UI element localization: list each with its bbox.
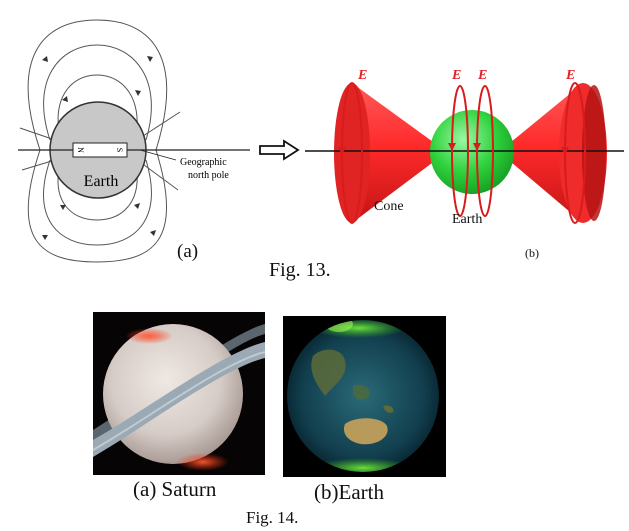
- earth-sphere: [430, 110, 514, 194]
- field-label-left: E: [357, 68, 367, 83]
- geographic-pole-label-2: north pole: [188, 170, 229, 181]
- loop-arrow-earth-2: [473, 143, 481, 151]
- field-arrow-4: [135, 90, 141, 96]
- field-label-mid-2: E: [477, 68, 487, 83]
- field-arrow-8: [134, 203, 140, 209]
- bar-magnet: [72, 142, 128, 158]
- hollow-right-arrow-icon: [259, 139, 300, 161]
- field-ray-right-1: [139, 111, 181, 139]
- geographic-pole-label-1: Geographic: [180, 157, 227, 168]
- field-line-bottom-mid: [43, 159, 152, 246]
- loop-arrow-earth-1: [448, 143, 456, 151]
- field-line-top-inner: [57, 74, 138, 136]
- earth-label-b: Earth: [452, 212, 482, 227]
- earth-label: Earth: [84, 173, 119, 190]
- right-cone-base-shade: [582, 85, 606, 221]
- field-ray-left-1: [19, 127, 56, 141]
- field-arrow-2: [147, 56, 153, 62]
- fig13b-sublabel: (b): [525, 246, 539, 260]
- field-line-top-mid: [43, 44, 152, 141]
- saturn-image: [93, 312, 265, 475]
- left-cone: [352, 83, 440, 223]
- field-ray-right-2: [139, 161, 179, 191]
- field-arrow-1: [42, 56, 48, 62]
- field-arrow-7: [60, 205, 66, 210]
- fig13-caption: Fig. 13.: [269, 259, 331, 281]
- field-line-bottom-inner: [57, 164, 138, 221]
- magnet-south-label: S: [115, 148, 124, 152]
- earth-globe-image: [283, 316, 446, 477]
- pole-leader: [139, 149, 177, 161]
- field-arrow-3: [62, 96, 68, 102]
- field-label-right: E: [565, 68, 575, 83]
- magnet-north-label: N: [76, 147, 85, 153]
- field-ray-left-2: [21, 159, 56, 171]
- loop-arrow-left-cone: [338, 147, 346, 155]
- cone-label: Cone: [374, 199, 404, 214]
- fig13b-cone-diagram: E E E E Cone Earth: [305, 68, 624, 227]
- fig14a-caption: (a) Saturn: [133, 477, 217, 501]
- fig14-caption: Fig. 14.: [246, 508, 299, 527]
- field-arrow-5: [42, 235, 48, 240]
- fig13a-dipole-diagram: N S Earth Geographic north pole: [18, 19, 250, 263]
- fig14b-caption: (b)Earth: [314, 480, 384, 504]
- fig13a-sublabel: (a): [177, 241, 199, 262]
- field-line-bottom-outer: [27, 149, 168, 263]
- loop-arrow-right-cone: [561, 147, 569, 155]
- field-arrow-6: [150, 230, 156, 236]
- left-cone-base: [334, 83, 370, 223]
- field-line-top-outer: [27, 19, 168, 151]
- field-label-mid-1: E: [451, 68, 461, 83]
